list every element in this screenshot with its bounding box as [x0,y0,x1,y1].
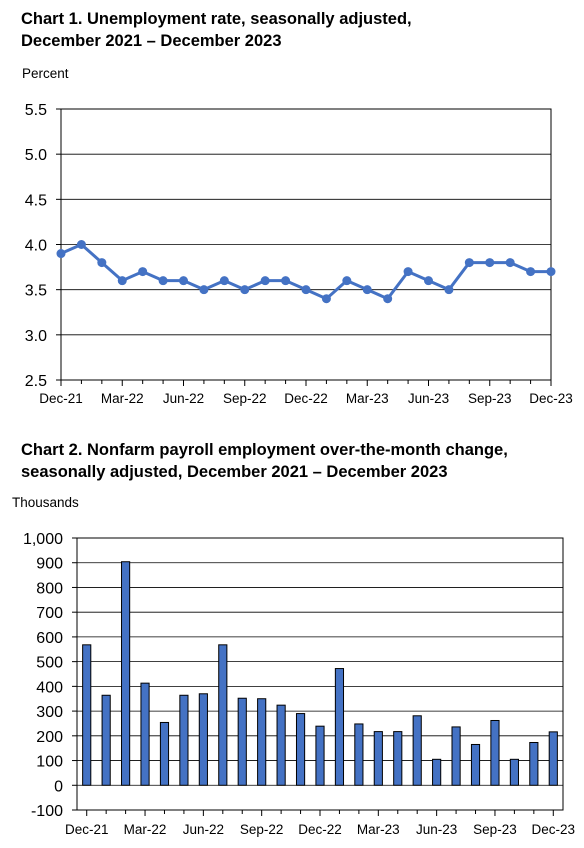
chart1-data-point [505,258,515,268]
chart1-plot: 2.5 3.0 3.5 4.0 4.5 5.0 5.5 Dec-21 Mar-22 Jun-22 S… [25,102,573,406]
chart1-data-point [240,285,250,295]
chart2-bar [295,713,306,786]
chart1-data-point [56,249,66,259]
chart2-bar [432,758,442,786]
chart2-bar [121,561,131,786]
chart2-bar [315,725,325,786]
chart2-x-tick-label: Jun-23 [416,822,457,837]
chart2-y-tick-label: 400 [36,679,63,696]
chart1-data-point [383,294,393,304]
chart2-bar [529,741,539,786]
chart1-x-tick-label: Sep-23 [468,391,512,406]
chart2-bar [490,719,500,786]
chart2-x-tick-label: Sep-22 [240,822,284,837]
chart1-data-point [281,276,291,286]
chart1-x-tick-label: Dec-22 [284,391,328,406]
chart2-bar [198,693,208,786]
chart1-x-tick-label: Jun-22 [163,391,204,406]
chart2-y-tick-label: -100 [31,803,63,820]
chart2-bar [509,758,519,786]
chart1-data-point [403,267,413,277]
chart2-bar [179,694,189,786]
chart1-data-point [260,276,270,286]
chart1-data-point [321,294,331,304]
chart2-bar [451,726,461,786]
chart2-bar [334,668,345,786]
chart1-data-point [138,267,148,277]
chart1-x-tick-label: Sep-22 [223,391,267,406]
chart2-y-tick-label: 300 [36,704,63,721]
chart1-data-point [301,285,311,295]
chart1-x-tick-label: Dec-21 [39,391,83,406]
chart1-data-point [117,276,127,286]
chart1-y-tick-label: 4.5 [25,192,47,209]
chart1-data-point [526,267,536,277]
chart2-bar [218,644,228,786]
chart2-x-tick-label: Dec-23 [532,822,576,837]
chart2-y-tick-label: 700 [36,605,63,622]
chart2-bar [548,731,558,786]
chart2-y-unit-label: Thousands [12,495,79,510]
chart2-bar [237,697,247,786]
chart2-bar [276,704,286,786]
chart2-x-tick-label: Mar-22 [124,822,167,837]
chart2-bar [373,731,383,786]
chart2-x-tick-label: Mar-23 [357,822,400,837]
chart2-bar [354,723,364,786]
chart2-x-tick-label: Sep-23 [473,822,517,837]
chart1-data-point [219,276,229,286]
chart1-y-tick-label: 2.5 [25,373,47,390]
chart1-title-line2: December 2021 – December 2023 [21,32,282,50]
chart1-data-point [362,285,372,295]
chart1-data-point [76,240,86,249]
chart1-data-point [546,267,556,277]
chart2-y-tick-label: 1,000 [23,531,63,548]
chart1-data-point [342,276,352,286]
chart2-bar [393,731,403,786]
chart1-x-tick-label: Mar-22 [101,391,144,406]
chart2-x-tick-label: Jun-22 [183,822,224,837]
chart1-x-tick-label: Mar-23 [346,391,389,406]
chart2-y-tick-label: 100 [36,754,63,771]
chart1-data-point [179,276,188,286]
chart1-y-tick-label: 4.0 [25,238,47,255]
chart1-data-point [464,258,474,268]
chart2-bar [101,694,111,786]
chart1-y-tick-label: 3.0 [25,328,47,345]
chart2-x-tick-label: Dec-22 [298,822,342,837]
chart1-y-unit-label: Percent [22,66,69,81]
chart1-data-point [424,276,433,286]
chart2-x-tick-label: Dec-21 [65,822,109,837]
chart2-y-tick-label: 0 [54,778,63,795]
chart2-y-tick-label: 600 [36,630,63,647]
chart2-bar [159,721,170,786]
chart2-bar [470,743,481,786]
chart2-bar [412,715,422,786]
chart1-title-line1: Chart 1. Unemployment rate, seasonally a… [21,10,412,28]
chart2-bar [82,644,92,786]
chart1-data-point [444,285,454,295]
chart1-data-point [158,276,168,286]
chart2-title-line2: seasonally adjusted, December 2021 – Dec… [21,463,448,481]
chart1-x-tick-label: Jun-23 [408,391,449,406]
chart2-y-tick-label: 900 [36,556,63,573]
chart1-y-tick-label: 5.0 [25,147,47,164]
chart1-y-tick-label: 5.5 [25,102,47,119]
chart2-title-line1: Chart 2. Nonfarm payroll employment over… [21,441,508,459]
chart1-data-point [97,258,107,268]
chart2-bar [140,682,150,786]
chart2-y-tick-label: 500 [36,655,63,672]
chart1-data-point [485,258,495,268]
chart1-x-tick-label: Dec-23 [529,391,573,406]
chart2-y-tick-label: 800 [36,580,63,597]
chart2-y-tick-label: 200 [36,729,63,746]
chart1-data-point [199,285,209,295]
chart2-bar [257,698,267,786]
chart1-y-tick-label: 3.5 [25,283,47,300]
